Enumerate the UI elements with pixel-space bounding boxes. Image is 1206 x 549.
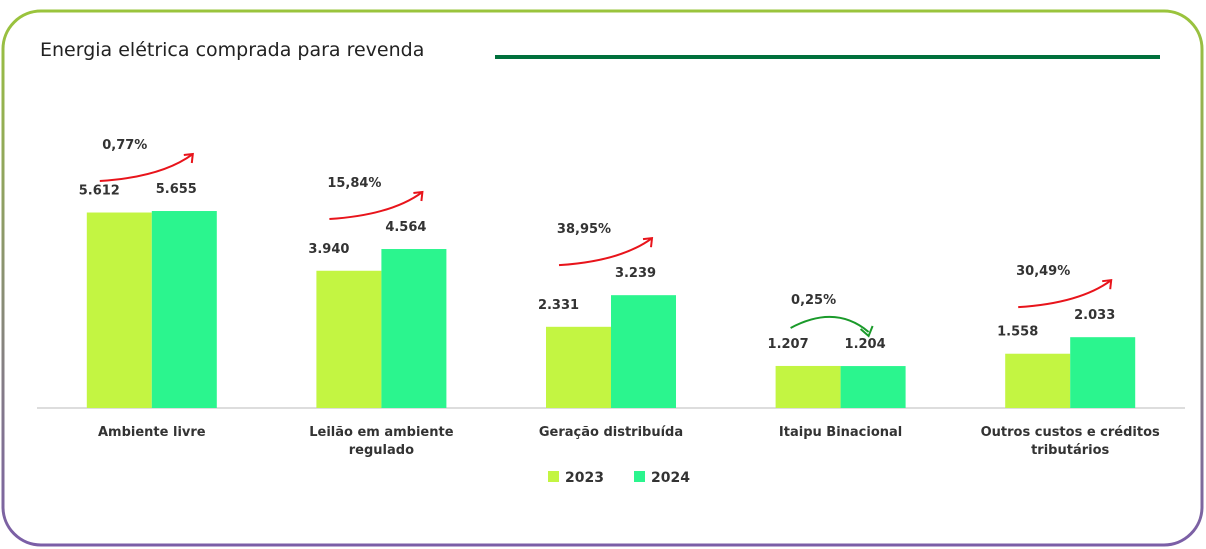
arrow-head bbox=[859, 325, 874, 338]
x-tick-label: Leilão em ambiente regulado bbox=[309, 425, 454, 458]
x-tick-label: Ambiente livre bbox=[97, 425, 206, 440]
bar bbox=[611, 295, 676, 408]
change-arrow bbox=[1018, 279, 1112, 309]
x-tick-label: Itaipu Binacional bbox=[778, 425, 903, 440]
arrow-head bbox=[413, 190, 424, 202]
chart-title: Energia elétrica comprada para revenda bbox=[40, 39, 424, 61]
legend-swatch bbox=[634, 471, 645, 482]
bar bbox=[1070, 337, 1136, 408]
value-label: 5.655 bbox=[156, 182, 197, 197]
bar bbox=[151, 211, 217, 408]
change-label: 15,84% bbox=[327, 176, 381, 191]
legend-label: 2023 bbox=[565, 470, 604, 486]
bar bbox=[86, 212, 152, 408]
value-label: 1.207 bbox=[768, 337, 809, 352]
bar bbox=[775, 365, 841, 408]
change-arrow bbox=[99, 153, 194, 183]
change-label: 38,95% bbox=[557, 222, 611, 237]
card-border bbox=[1, 9, 1204, 547]
change-arrow bbox=[790, 315, 870, 333]
change-arrow bbox=[329, 191, 423, 221]
bar bbox=[1005, 353, 1071, 408]
value-label: 2.331 bbox=[538, 298, 579, 313]
bar bbox=[316, 270, 382, 408]
value-label: 3.239 bbox=[615, 266, 656, 281]
change-label: 30,49% bbox=[1016, 264, 1070, 279]
change-arrow bbox=[558, 237, 653, 267]
value-label: 1.558 bbox=[997, 325, 1038, 340]
bar bbox=[546, 326, 611, 408]
x-tick-label: Geração distribuída bbox=[538, 425, 684, 440]
arrow-head bbox=[642, 237, 654, 248]
legend-swatch bbox=[548, 471, 559, 482]
value-label: 4.564 bbox=[385, 220, 426, 235]
arrow-head bbox=[183, 152, 194, 164]
value-label: 2.033 bbox=[1074, 308, 1115, 323]
change-label: 0,77% bbox=[102, 138, 147, 153]
value-label: 5.612 bbox=[79, 184, 120, 199]
bar bbox=[840, 366, 906, 408]
value-label: 1.204 bbox=[845, 337, 886, 352]
x-tick-label: Outros custos e créditos tributários bbox=[980, 425, 1160, 458]
bar bbox=[381, 249, 447, 408]
arrow-head bbox=[1102, 279, 1113, 290]
value-label: 3.940 bbox=[308, 242, 349, 257]
change-label: 0,25% bbox=[791, 293, 836, 308]
legend-label: 2024 bbox=[651, 470, 690, 486]
